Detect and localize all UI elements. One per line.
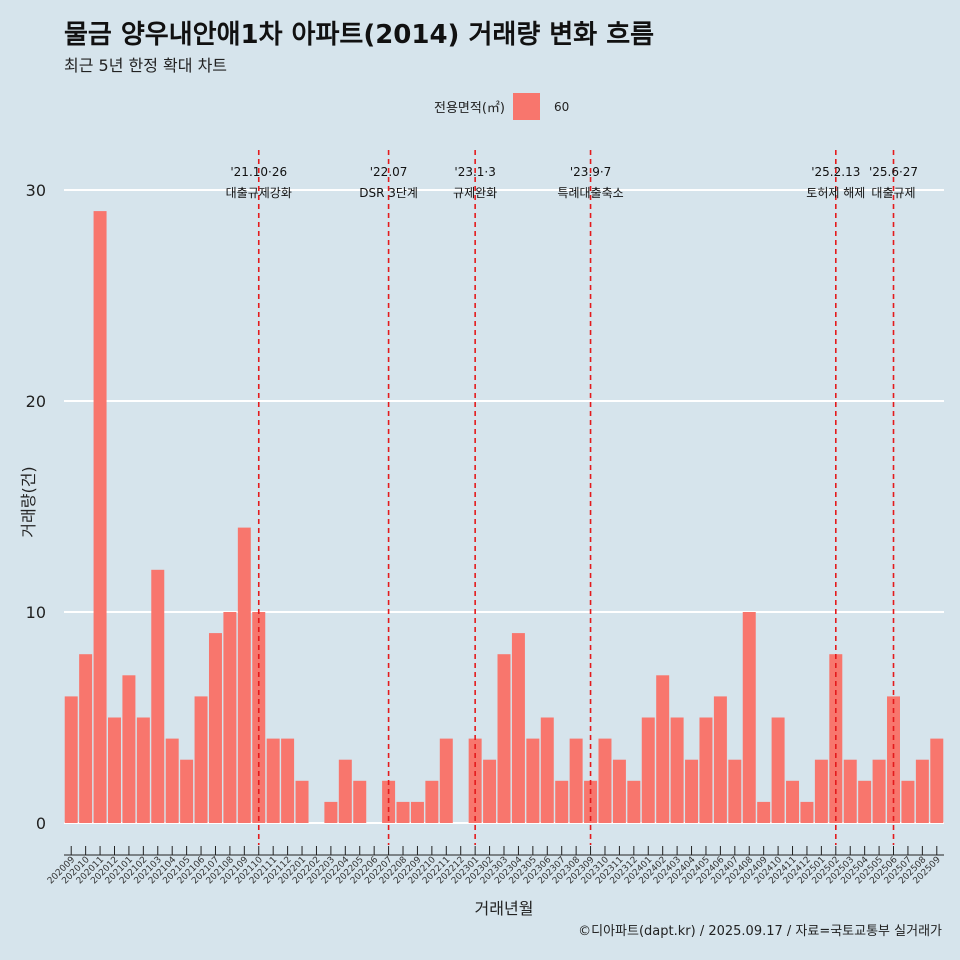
bar	[497, 654, 511, 823]
bar	[757, 801, 771, 823]
bars	[64, 211, 944, 824]
bar	[800, 801, 814, 823]
bar	[915, 759, 929, 823]
bar	[930, 738, 944, 823]
bar	[670, 717, 684, 823]
event-date-label: '25.6·27	[869, 165, 918, 179]
bar	[901, 780, 915, 823]
bar	[223, 612, 237, 823]
bar	[353, 780, 367, 823]
legend-title: 전용면적(㎡)	[434, 101, 505, 116]
bar	[858, 780, 872, 823]
bar	[165, 738, 179, 823]
event-name-label: 규제완화	[453, 186, 497, 200]
bar	[526, 738, 540, 823]
event-date-label: '23.9·7	[570, 165, 611, 179]
bar	[728, 759, 742, 823]
bar	[180, 759, 194, 823]
event-name-label: 대출규제	[871, 186, 915, 200]
event-date-label: '21.10·26	[230, 165, 287, 179]
bar	[742, 612, 756, 823]
x-axis: 2020092020102020112020122021012021022021…	[46, 846, 944, 886]
bar	[656, 675, 670, 823]
y-tick-label: 10	[26, 603, 46, 622]
bar	[136, 717, 150, 823]
event-date-label: '23.1·3	[454, 165, 495, 179]
bar	[237, 527, 251, 823]
event-annotations: '21.10·26 대출규제강화 '22.07 DSR 3단계 '23.1·3 규제완화 '…	[226, 165, 918, 200]
bar	[814, 759, 828, 823]
y-tick-label: 20	[26, 392, 46, 411]
bar	[79, 654, 93, 823]
bar	[396, 801, 410, 823]
bar	[843, 759, 857, 823]
event-name-label: DSR 3단계	[359, 186, 418, 200]
event-name-label: 특례대출축소	[557, 186, 623, 200]
bar	[786, 780, 800, 823]
bar	[281, 738, 295, 823]
legend: 전용면적(㎡) 60	[434, 93, 569, 120]
bar	[641, 717, 655, 823]
bar	[295, 780, 309, 823]
event-name-label: 대출규제강화	[226, 186, 292, 200]
event-lines	[257, 150, 895, 845]
x-axis-label: 거래년월	[475, 899, 534, 918]
bar	[64, 696, 78, 823]
bar	[151, 569, 165, 823]
bar	[338, 759, 352, 823]
bar	[483, 759, 497, 823]
bar	[439, 738, 453, 823]
y-axis-label: 거래량(건)	[19, 466, 38, 537]
bar	[713, 696, 727, 823]
bar	[108, 717, 121, 823]
event-name-label: 토허제 해제	[806, 186, 865, 200]
y-axis-tick-labels: 0 10 20 30	[26, 181, 46, 833]
bar	[699, 717, 713, 823]
bar	[771, 717, 785, 823]
event-date-label: '25.2.13	[811, 165, 860, 179]
page-title: 물금 양우내안애1차 아파트(2014) 거래량 변화 흐름	[64, 20, 655, 50]
bar	[685, 759, 699, 823]
bar	[598, 738, 612, 823]
bar	[208, 633, 222, 823]
page-subtitle: 최근 5년 한정 확대 차트	[64, 56, 228, 75]
source-caption: ©디아파트(dapt.kr) / 2025.09.17 / 자료=국토교통부 실…	[578, 924, 942, 939]
legend-item-label: 60	[553, 99, 570, 114]
bar	[410, 801, 424, 823]
y-tick-label: 0	[36, 814, 46, 833]
event-date-label: '22.07	[370, 165, 408, 179]
bar	[425, 780, 439, 823]
bar	[555, 780, 569, 823]
bar	[194, 696, 208, 823]
bar	[540, 717, 554, 823]
bar	[872, 759, 886, 823]
bar	[887, 696, 900, 823]
bar	[266, 738, 280, 823]
legend-key-swatch	[512, 93, 540, 120]
y-tick-label: 30	[26, 181, 46, 200]
bar	[569, 738, 583, 823]
bar	[612, 759, 626, 823]
bar	[122, 675, 136, 823]
bar	[324, 801, 338, 823]
bar	[627, 780, 641, 823]
bar	[93, 211, 107, 824]
bar	[511, 633, 525, 823]
